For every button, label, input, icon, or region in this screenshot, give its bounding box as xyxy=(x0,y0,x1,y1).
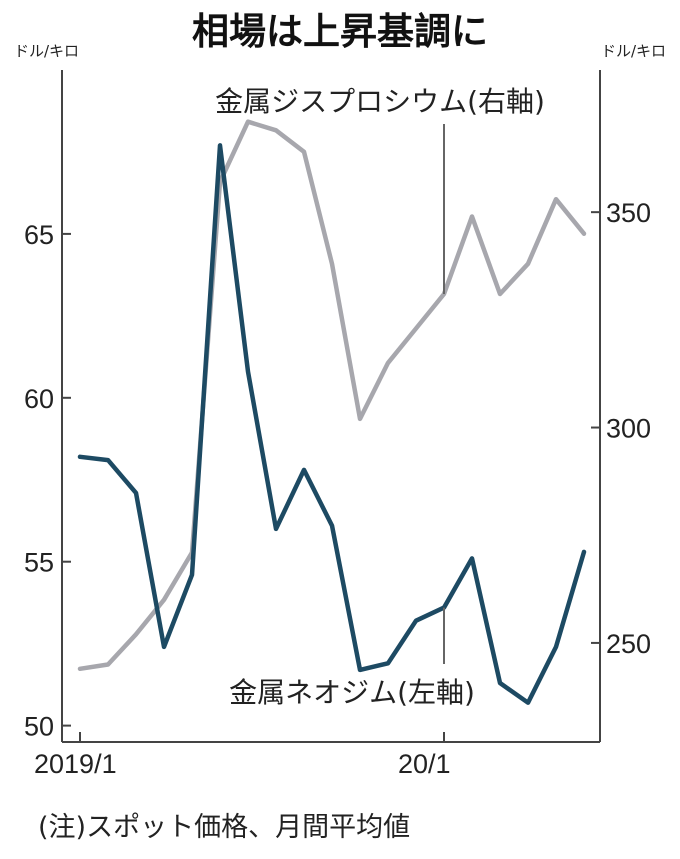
left-tick-label: 60 xyxy=(24,384,54,414)
neodymium-label: 金属ネオジム(左軸) xyxy=(229,676,475,709)
right-axis-unit: ドル/キロ xyxy=(601,42,666,60)
dysprosium-line xyxy=(77,119,587,672)
left-tick-label: 50 xyxy=(24,712,54,742)
x-tick-label: 20/1 xyxy=(398,749,451,779)
chart-note: (注)スポット価格、月間平均値 xyxy=(38,812,410,843)
right-tick-label: 350 xyxy=(606,198,651,228)
right-tick-label: 300 xyxy=(606,414,651,444)
dysprosium-label: 金属ジスプロシウム(右軸) xyxy=(215,85,545,118)
chart-axes: 50 55 60 65 250 300 350 2019/1 20/1 xyxy=(24,70,651,779)
right-tick-label: 250 xyxy=(606,629,651,659)
x-tick-label: 2019/1 xyxy=(34,749,117,779)
left-tick-label: 55 xyxy=(24,548,54,578)
neodymium-line xyxy=(77,143,587,705)
chart-title: 相場は上昇基調に xyxy=(192,10,488,53)
left-tick-label: 65 xyxy=(24,220,54,250)
chart-lines xyxy=(77,119,587,705)
left-axis-unit: ドル/キロ xyxy=(14,42,79,60)
chart-annotations: 金属ジスプロシウム(右軸) 金属ネオジム(左軸) xyxy=(215,85,545,709)
